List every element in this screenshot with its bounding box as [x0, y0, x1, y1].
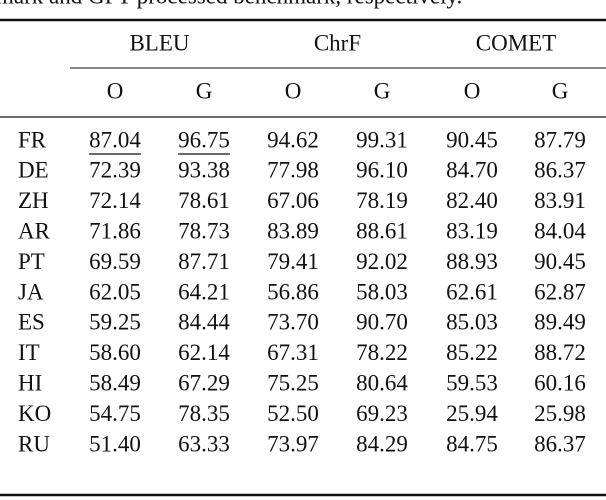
cell: 64.21	[178, 279, 230, 304]
cell: 78.73	[178, 218, 230, 243]
sub-header: O	[285, 78, 302, 103]
sub-header: G	[374, 78, 391, 103]
cell: 78.35	[178, 401, 230, 426]
row-label: IT	[18, 340, 40, 365]
cell: 58.60	[89, 340, 141, 365]
cell: 96.75	[178, 127, 230, 152]
cell: 87.04	[89, 127, 141, 152]
sub-header: G	[552, 78, 569, 103]
cell: 99.31	[356, 127, 408, 152]
cell: 58.49	[89, 370, 141, 395]
cell: 78.19	[356, 188, 408, 213]
cell: 69.59	[89, 249, 141, 274]
cell: 92.02	[356, 249, 408, 274]
cell: 73.70	[267, 310, 319, 335]
cell: 78.22	[356, 340, 408, 365]
cell: 90.70	[356, 310, 408, 335]
cell: 71.86	[89, 218, 141, 243]
cell: 25.94	[446, 401, 498, 426]
row-label: RU	[18, 431, 50, 456]
cell: 73.97	[267, 431, 319, 456]
cell: 59.25	[89, 310, 141, 335]
cell: 89.49	[534, 310, 586, 335]
row-label: KO	[18, 401, 51, 426]
cell: 87.79	[534, 127, 586, 152]
cell: 93.38	[178, 158, 230, 183]
group-header: COMET	[476, 30, 557, 55]
cell: 88.72	[534, 340, 586, 365]
cell: 84.29	[356, 431, 408, 456]
cell: 78.61	[178, 188, 230, 213]
row-label: ES	[18, 310, 45, 335]
cell: 56.86	[267, 279, 319, 304]
cell: 63.33	[178, 431, 230, 456]
cell: 84.44	[178, 310, 230, 335]
cell: 84.75	[446, 431, 498, 456]
row-label: JA	[18, 279, 44, 304]
row-label: HI	[18, 370, 42, 395]
cell: 67.06	[267, 188, 319, 213]
cell: 80.64	[356, 370, 408, 395]
cell: 67.31	[267, 340, 319, 365]
cell: 85.22	[446, 340, 498, 365]
row-label: PT	[18, 249, 45, 274]
cell: 88.61	[356, 218, 408, 243]
cell: 88.93	[446, 249, 498, 274]
cell: 58.03	[356, 279, 408, 304]
cell: 90.45	[446, 127, 498, 152]
cell: 62.61	[446, 279, 498, 304]
cell: 96.10	[356, 158, 408, 183]
group-header: BLEU	[129, 30, 189, 55]
cell: 59.53	[446, 370, 498, 395]
cell: 86.37	[534, 158, 586, 183]
cell: 86.37	[534, 431, 586, 456]
caption: mark and GPT processed benchmark, respec…	[0, 0, 462, 8]
cell: 77.98	[267, 158, 319, 183]
cell: 83.19	[446, 218, 498, 243]
cell: 82.40	[446, 188, 498, 213]
cell: 51.40	[89, 431, 141, 456]
cell: 54.75	[89, 401, 141, 426]
cell: 79.41	[267, 249, 319, 274]
row-label: DE	[18, 158, 49, 183]
cell: 83.89	[267, 218, 319, 243]
cell: 85.03	[446, 310, 498, 335]
group-header: ChrF	[314, 30, 361, 55]
cell: 84.70	[446, 158, 498, 183]
cell: 90.45	[534, 249, 586, 274]
cell: 67.29	[178, 370, 230, 395]
sub-header: G	[196, 78, 213, 103]
cell: 83.91	[534, 188, 586, 213]
row-label: FR	[18, 127, 47, 152]
cell: 62.87	[534, 279, 586, 304]
cell: 84.04	[534, 218, 586, 243]
cell: 62.14	[178, 340, 230, 365]
cell: 25.98	[534, 401, 586, 426]
cell: 69.23	[356, 401, 408, 426]
sub-header: O	[107, 78, 124, 103]
cell: 75.25	[267, 370, 319, 395]
cell: 72.39	[89, 158, 141, 183]
cell: 87.71	[178, 249, 230, 274]
cell: 72.14	[89, 188, 141, 213]
cell: 94.62	[267, 127, 319, 152]
cell: 60.16	[534, 370, 586, 395]
sub-header: O	[464, 78, 481, 103]
cell: 62.05	[89, 279, 141, 304]
cell: 52.50	[267, 401, 319, 426]
row-label: ZH	[18, 188, 49, 213]
row-label: AR	[18, 218, 51, 243]
